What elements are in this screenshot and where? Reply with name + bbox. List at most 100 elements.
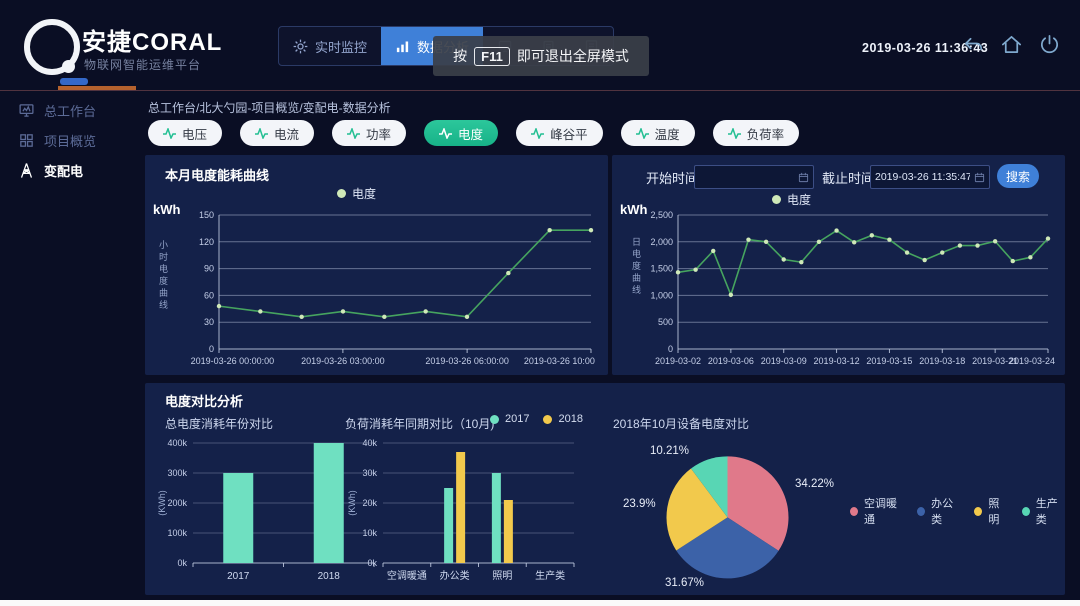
pulse-icon (635, 127, 649, 139)
svg-text:(KWh): (KWh) (157, 490, 167, 516)
load-bar-chart: 0k 10k 20k 30k 40k 空调暖通 办公类 照明 生产类 (KWh) (347, 438, 575, 582)
start-time-label: 开始时间 (646, 171, 699, 186)
svg-text:500: 500 (658, 317, 673, 327)
svg-text:1,500: 1,500 (650, 264, 673, 274)
filter-temperature[interactable]: 温度 (620, 120, 695, 146)
f11-key: F11 (474, 46, 510, 66)
toast-text: 按 (453, 48, 468, 64)
legend-item-hvac[interactable]: 空调暖通 (850, 495, 903, 527)
end-time-input[interactable] (871, 171, 974, 183)
svg-text:2,500: 2,500 (650, 210, 673, 220)
y-axis-name: 小时电度曲线 (158, 240, 168, 312)
workbench-icon (18, 102, 35, 119)
legend-item-2017[interactable]: 2017 (490, 413, 529, 425)
filter-peak-valley[interactable]: 峰谷平 (516, 120, 603, 146)
pulse-icon (163, 127, 176, 139)
hourly-energy-panel: 本月电度能耗曲线 电度 kWh 小时电度曲线 0 30 60 90 120 150 2019… (145, 155, 608, 375)
pie-pct-label: 10.21% (650, 445, 690, 457)
start-time-picker[interactable] (694, 165, 814, 189)
end-time-label: 截止时间 (822, 171, 875, 186)
sidebar-item-label: 变配电 (44, 164, 84, 179)
end-time-picker[interactable] (870, 165, 990, 189)
svg-text:2019-03-18: 2019-03-18 (919, 356, 965, 366)
y-axis-unit: kWh (620, 202, 648, 217)
header-actions (962, 33, 1061, 56)
legend-label: 电度 (787, 193, 812, 207)
pulse-icon (439, 127, 453, 139)
series-legend[interactable]: 电度 (337, 185, 376, 202)
svg-text:2017: 2017 (227, 571, 250, 582)
logo-icon (24, 19, 80, 75)
calendar-icon[interactable] (798, 172, 809, 183)
svg-text:200k: 200k (167, 498, 187, 508)
toast-text: 即可退出全屏模式 (516, 48, 629, 64)
back-icon[interactable] (962, 33, 985, 56)
filter-label: 电压 (182, 127, 208, 142)
home-icon[interactable] (1000, 33, 1023, 56)
series-legend[interactable]: 电度 (772, 191, 811, 208)
pie-pct-label: 23.9% (623, 498, 656, 510)
sidebar-item-label: 总工作台 (44, 104, 97, 119)
legend-item-2018[interactable]: 2018 (543, 413, 583, 425)
y-axis-name: 日电度曲线 (631, 237, 641, 297)
sidebar-item-workbench[interactable]: 总工作台 (18, 101, 96, 120)
legend-item-production[interactable]: 生产类 (1021, 495, 1065, 527)
year-bar-title: 总电度消耗年份对比 (165, 417, 274, 431)
sidebar-item-projects[interactable]: 项目概览 (18, 131, 96, 150)
pie-pct-label: 31.67% (665, 577, 705, 589)
svg-text:(KWh): (KWh) (347, 490, 357, 516)
calendar-icon[interactable] (974, 172, 985, 183)
svg-text:2019-03-02: 2019-03-02 (655, 356, 701, 366)
svg-text:生产类: 生产类 (535, 569, 565, 582)
legend-label: 空调暖通 (864, 498, 897, 526)
app-title: 安捷CORAL (82, 29, 223, 56)
filter-bar: 电压 电流 功率 电度 峰谷平 温度 负荷率 (148, 120, 800, 146)
daily-energy-panel: 开始时间 截止时间 搜索 电度 kWh 日电度曲线 0 500 1,000 1,500… (612, 155, 1065, 375)
filter-power[interactable]: 功率 (332, 120, 407, 146)
clock: 2019-03-26 11:36:43 (862, 41, 989, 55)
device-pie-legend: 空调暖通 办公类 照明 生产类 (850, 495, 1065, 527)
filter-label: 功率 (366, 127, 392, 142)
app-subtitle: 物联网智能运维平台 (84, 58, 202, 72)
nav-item-realtime-monitor[interactable]: 实时监控 (279, 27, 381, 65)
svg-text:2019-03-06: 2019-03-06 (708, 356, 754, 366)
accent-underline (58, 86, 136, 90)
screen-edge (0, 600, 1080, 606)
pulse-icon (531, 127, 545, 139)
filter-voltage[interactable]: 电压 (148, 120, 223, 146)
svg-text:空调暖通: 空调暖通 (387, 569, 427, 582)
svg-text:90: 90 (204, 264, 214, 274)
svg-text:2019-03-24: 2019-03-24 (1009, 356, 1055, 366)
logo-dot-icon (62, 60, 75, 73)
legend-dot (974, 506, 983, 516)
sidebar-item-power-distribution[interactable]: 变配电 (18, 161, 83, 180)
legend-dot (1021, 506, 1030, 516)
svg-text:300k: 300k (167, 468, 187, 478)
filter-label: 峰谷平 (550, 127, 588, 142)
nav-label: 实时监控 (315, 39, 368, 55)
search-button[interactable]: 搜索 (997, 164, 1039, 188)
filter-current[interactable]: 电流 (240, 120, 315, 146)
legend-item-office[interactable]: 办公类 (917, 495, 960, 527)
device-pie-title: 2018年10月设备电度对比 (613, 417, 750, 431)
bar-chart-icon (395, 39, 410, 54)
svg-text:20k: 20k (362, 498, 377, 508)
svg-text:40k: 40k (362, 438, 377, 448)
y-axis-unit: kWh (153, 202, 181, 217)
filter-label: 电流 (274, 127, 300, 142)
svg-text:100k: 100k (167, 528, 187, 538)
legend-item-lighting[interactable]: 照明 (974, 495, 1007, 527)
pulse-icon (255, 127, 269, 139)
start-time-input[interactable] (695, 171, 798, 183)
panel-title: 电度对比分析 (165, 394, 244, 409)
filter-load-rate[interactable]: 负荷率 (712, 120, 800, 146)
filter-label: 温度 (654, 127, 680, 142)
fullscreen-toast: 按 F11 即可退出全屏模式 (433, 36, 649, 76)
app-header: 安捷CORAL 物联网智能运维平台 实时监控 数据分析 (0, 0, 1080, 91)
svg-text:2,000: 2,000 (650, 237, 673, 247)
filter-energy[interactable]: 电度 (424, 120, 499, 146)
power-icon[interactable] (1038, 33, 1061, 56)
legend-label: 照明 (988, 498, 1000, 526)
legend-label: 2017 (505, 413, 530, 425)
svg-text:0: 0 (209, 344, 214, 354)
